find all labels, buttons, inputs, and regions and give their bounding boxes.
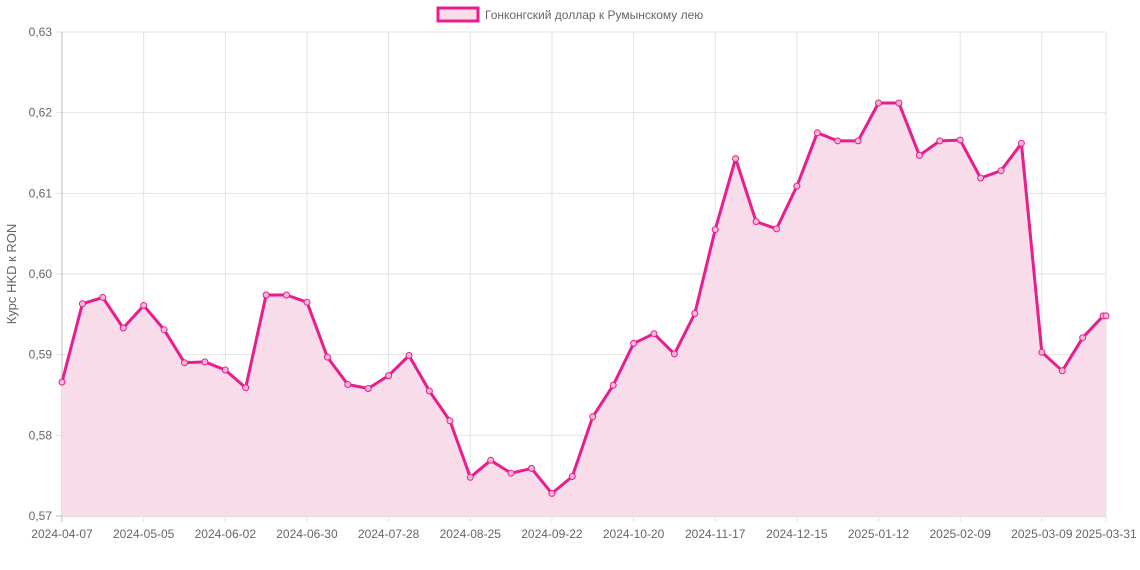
x-tick-label: 2024-06-30 [276, 527, 338, 541]
data-point[interactable] [446, 417, 454, 425]
y-tick-label: 0,58 [29, 428, 53, 442]
data-point[interactable] [221, 366, 229, 374]
y-tick-label: 0,60 [29, 267, 53, 281]
data-point[interactable] [936, 137, 944, 145]
data-point[interactable] [548, 489, 556, 497]
y-axis-title: Курс HKD к RON [4, 224, 19, 325]
x-tick-label: 2024-07-28 [358, 527, 420, 541]
x-tick-label: 2024-06-02 [195, 527, 257, 541]
data-point[interactable] [283, 291, 290, 299]
data-point[interactable] [262, 291, 270, 299]
y-axis-ticks: 0,57 0,58 0,59 0,60 0,61 0,62 0,63 [29, 25, 53, 523]
data-point[interactable] [323, 353, 331, 361]
x-tick-label: 2024-04-07 [31, 527, 93, 541]
data-point[interactable] [303, 298, 311, 306]
x-tick-label: 2025-02-09 [929, 527, 991, 541]
data-point[interactable] [875, 99, 882, 107]
data-point[interactable] [895, 99, 903, 107]
y-tick-label: 0,63 [29, 25, 53, 39]
data-point[interactable] [589, 413, 597, 421]
data-point[interactable] [507, 469, 515, 477]
legend-swatch[interactable] [436, 6, 480, 23]
data-point[interactable] [834, 137, 842, 145]
data-point[interactable] [773, 225, 780, 233]
data-point[interactable] [997, 167, 1005, 175]
data-point[interactable] [732, 155, 740, 163]
data-point[interactable] [344, 381, 352, 388]
data-point[interactable] [956, 136, 964, 144]
x-tick-label: 2025-03-31 [1075, 527, 1137, 541]
legend[interactable]: Гонконгский доллар к Румынскому лею [436, 6, 703, 23]
data-point[interactable] [160, 326, 168, 334]
x-axis-ticks: 2024-04-07 2024-05-05 2024-06-02 2024-06-30… [31, 527, 1137, 541]
x-tick-label: 2024-11-17 [685, 527, 746, 541]
data-point[interactable] [793, 182, 801, 190]
data-point[interactable] [915, 151, 923, 159]
y-tick-label: 0,62 [29, 106, 53, 120]
x-tick-label: 2024-08-25 [440, 527, 502, 541]
x-tick-label: 2025-01-12 [848, 527, 910, 541]
legend-label[interactable]: Гонконгский доллар к Румынскому лею [485, 8, 703, 22]
data-point[interactable] [58, 378, 66, 386]
data-point[interactable] [364, 385, 372, 392]
data-point[interactable] [405, 352, 413, 359]
data-point[interactable] [630, 339, 638, 347]
x-tick-label: 2024-05-05 [113, 527, 175, 541]
data-point[interactable] [181, 359, 188, 367]
x-tick-label: 2024-09-22 [521, 527, 583, 541]
data-point[interactable] [854, 137, 862, 145]
data-point[interactable] [119, 324, 127, 332]
data-point[interactable] [242, 384, 250, 392]
data-point[interactable] [711, 226, 719, 234]
y-tick-label: 0,61 [29, 186, 53, 200]
x-tick-label: 2024-12-15 [766, 527, 828, 541]
data-point[interactable] [977, 174, 985, 182]
data-point[interactable] [99, 293, 107, 301]
data-point[interactable] [1102, 312, 1110, 320]
data-point[interactable] [201, 358, 209, 366]
data-point[interactable] [1038, 348, 1046, 356]
data-point[interactable] [1058, 367, 1066, 375]
data-point[interactable] [385, 372, 393, 380]
series-area [62, 103, 1106, 516]
data-point[interactable] [650, 330, 658, 338]
data-point[interactable] [528, 464, 535, 472]
series-area-fill [62, 103, 1106, 516]
data-point[interactable] [609, 381, 617, 389]
x-tick-label: 2024-10-20 [603, 527, 665, 541]
data-point[interactable] [691, 310, 699, 317]
series-points [58, 99, 1110, 497]
data-point[interactable] [568, 473, 576, 480]
data-point[interactable] [140, 302, 148, 309]
data-point[interactable] [425, 387, 433, 395]
y-tick-label: 0,57 [29, 509, 53, 523]
data-point[interactable] [78, 300, 86, 308]
data-point[interactable] [813, 129, 821, 137]
data-point[interactable] [1017, 139, 1025, 147]
y-tick-label: 0,59 [29, 348, 53, 362]
x-tick-label: 2025-03-09 [1011, 527, 1073, 541]
data-point[interactable] [1079, 334, 1087, 342]
data-point[interactable] [670, 350, 678, 358]
data-point[interactable] [487, 456, 495, 464]
data-point[interactable] [466, 473, 474, 481]
data-point[interactable] [752, 218, 760, 226]
